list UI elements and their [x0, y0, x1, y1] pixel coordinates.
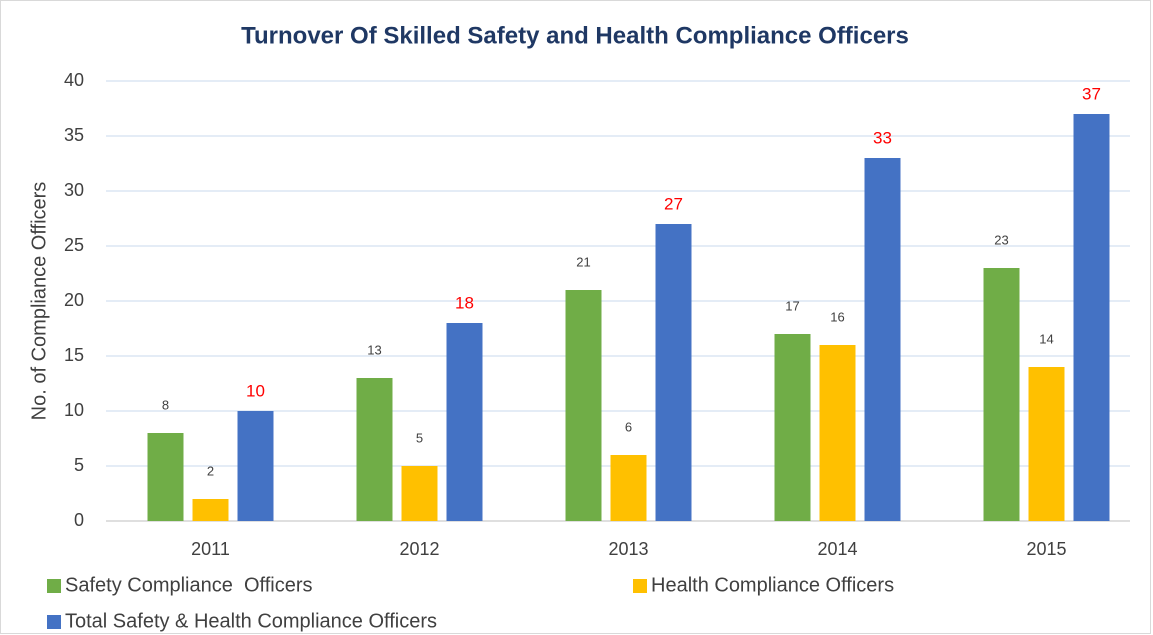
y-tick-label: 40	[64, 70, 84, 90]
legend-label: Total Safety & Health Compliance Officer…	[65, 610, 437, 632]
bar	[446, 323, 483, 521]
data-label: 5	[416, 430, 423, 445]
y-tick-label: 25	[64, 235, 84, 255]
chart-title: Turnover Of Skilled Safety and Health Co…	[241, 22, 909, 49]
data-label: 10	[246, 381, 265, 400]
x-tick-label: 2013	[608, 539, 648, 559]
x-tick-label: 2015	[1026, 539, 1066, 559]
data-label: 18	[455, 293, 474, 312]
bar	[192, 499, 229, 521]
legend-swatch	[47, 579, 61, 593]
bar	[565, 290, 602, 521]
bar	[237, 411, 274, 521]
bar	[401, 466, 438, 521]
legend-label: Safety Compliance Officers	[65, 574, 313, 596]
x-tick-label: 2011	[191, 539, 230, 559]
bar	[983, 268, 1020, 521]
y-tick-label: 5	[74, 455, 84, 475]
bar	[147, 433, 184, 521]
data-label: 13	[367, 342, 381, 357]
bar	[356, 378, 393, 521]
legend-swatch	[47, 615, 61, 629]
bar	[819, 345, 856, 521]
data-label: 37	[1082, 84, 1101, 103]
legend-label: Health Compliance Officers	[651, 574, 894, 596]
data-label: 17	[785, 298, 799, 313]
x-tick-label: 2014	[817, 539, 857, 559]
data-label: 23	[994, 232, 1008, 247]
data-label: 8	[162, 397, 169, 412]
y-tick-label: 10	[64, 400, 84, 420]
y-tick-label: 30	[64, 180, 84, 200]
y-tick-label: 35	[64, 125, 84, 145]
data-label: 27	[664, 194, 683, 213]
bar	[1028, 367, 1065, 521]
legend-swatch	[633, 579, 647, 593]
y-tick-label: 20	[64, 290, 84, 310]
bar	[610, 455, 647, 521]
y-tick-label: 0	[74, 510, 84, 530]
data-label: 33	[873, 128, 892, 147]
data-label: 21	[576, 254, 590, 269]
y-axis-label: No. of Compliance Officers	[28, 182, 50, 421]
y-tick-label: 15	[64, 345, 84, 365]
bar	[655, 224, 692, 521]
bar	[1073, 114, 1110, 521]
data-label: 16	[830, 309, 844, 324]
data-label: 6	[625, 419, 632, 434]
x-tick-label: 2012	[399, 539, 439, 559]
data-label: 2	[207, 463, 214, 478]
bar	[774, 334, 811, 521]
bar	[864, 158, 901, 521]
data-label: 14	[1039, 331, 1053, 346]
